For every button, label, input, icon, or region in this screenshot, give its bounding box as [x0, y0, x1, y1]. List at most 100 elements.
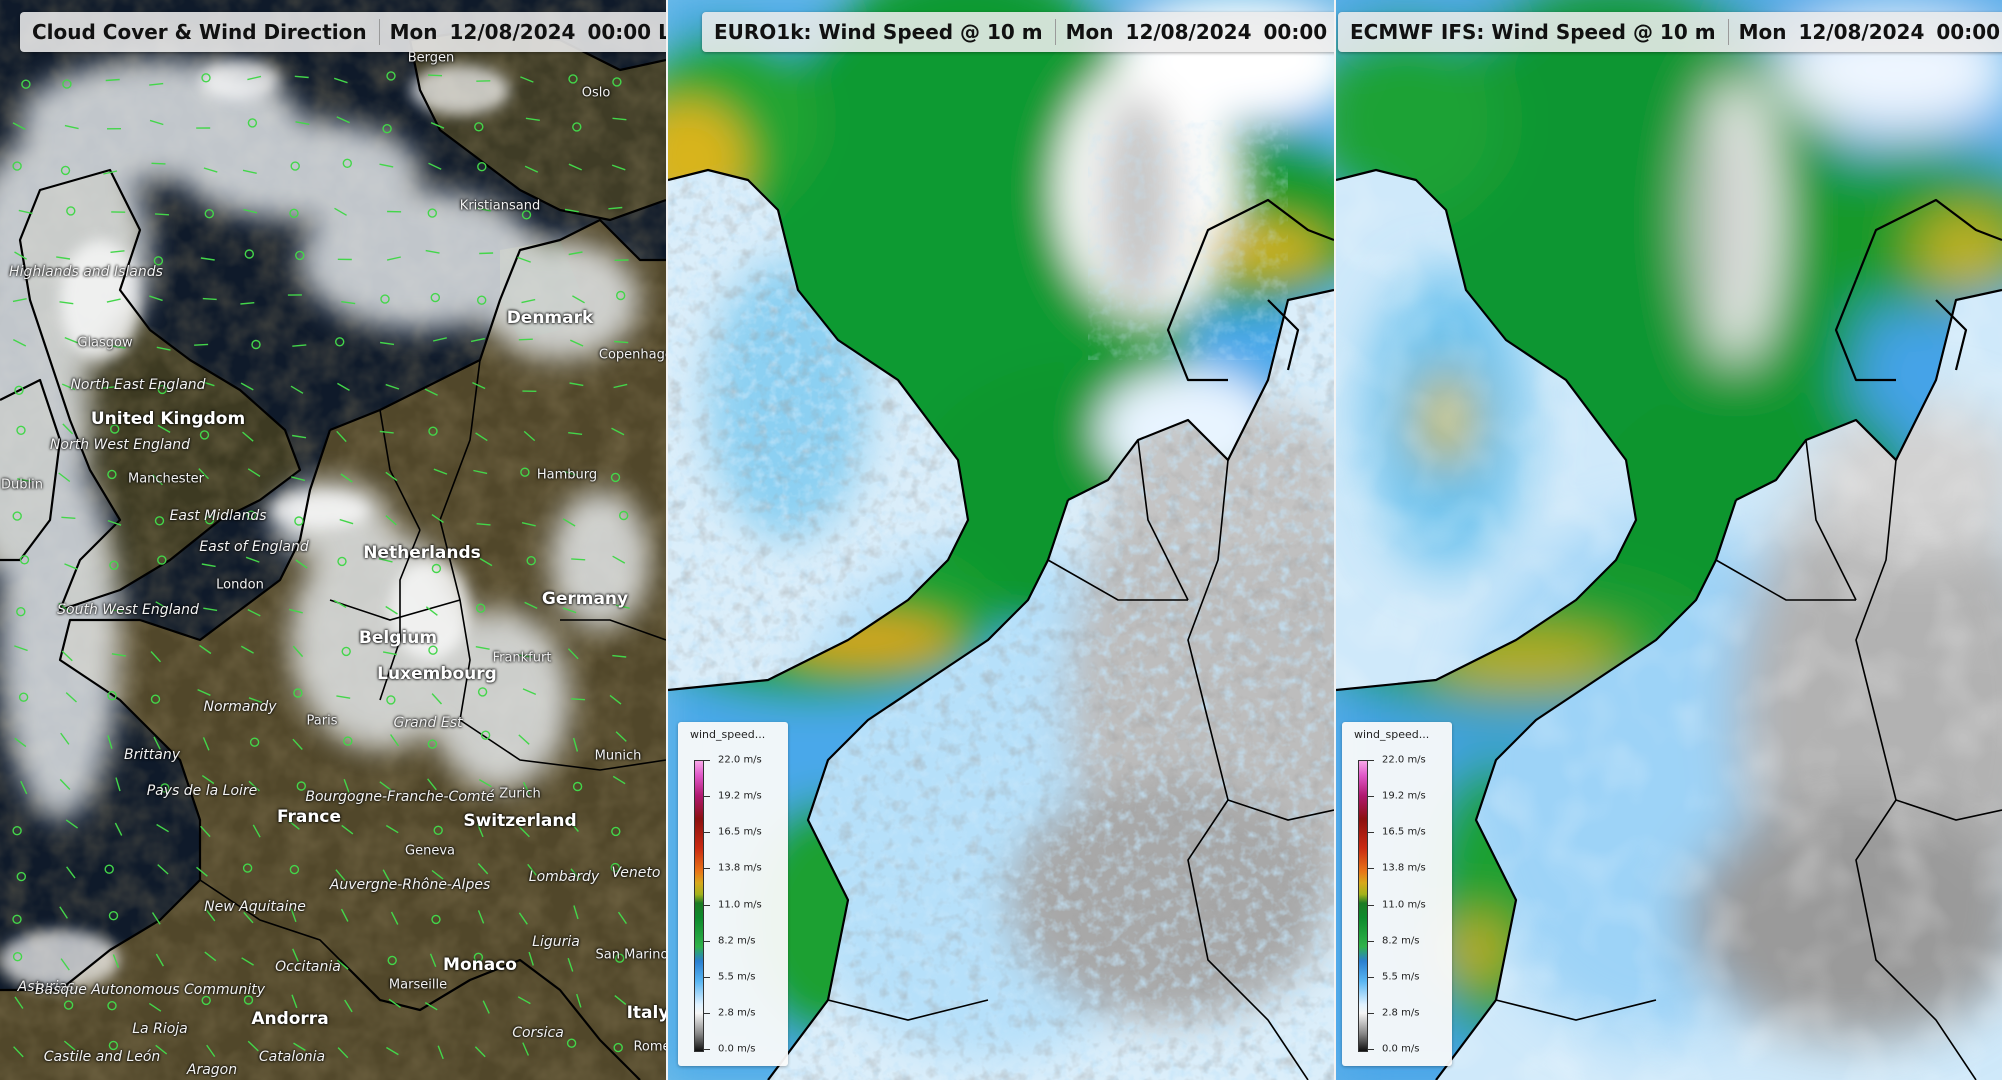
wind-arrow: [14, 996, 24, 1009]
panel-title: ECMWF IFS: Wind Speed @ 10 m: [1350, 20, 1716, 44]
wind-arrow: [482, 1000, 490, 1014]
legend-tick: [704, 760, 710, 761]
legend-title: wind_speed...: [690, 728, 766, 741]
wind-arrow: [56, 256, 71, 260]
wind-arrow: [525, 117, 540, 121]
cloud-cover-map[interactable]: [0, 0, 666, 1080]
calm-wind-marker: [343, 736, 353, 746]
wind-arrow: [336, 116, 350, 124]
calm-wind-marker: [16, 425, 26, 435]
wind-arrow: [60, 732, 70, 745]
calm-wind-marker: [107, 1001, 117, 1011]
legend-tick-label: 13.8 m/s: [1382, 862, 1426, 874]
wind-arrow: [150, 651, 162, 663]
wind-arrow: [612, 654, 627, 658]
legend-tick-label: 11.0 m/s: [718, 899, 762, 911]
calm-wind-marker: [566, 1038, 577, 1048]
wind-arrow: [527, 863, 537, 876]
title-separator: [1727, 19, 1729, 45]
wind-arrow: [199, 644, 212, 655]
wind-arrow: [194, 343, 209, 346]
wind-arrow: [203, 607, 218, 612]
label-city: Copenhagen: [598, 347, 666, 363]
wind-arrow: [295, 121, 310, 125]
wind-arrow: [58, 602, 71, 613]
wind-arrow: [109, 609, 124, 612]
euro1k-wind-panel[interactable]: wind_speed... 22.0 m/s 19.2 m/s 16.5 m/s…: [668, 0, 1334, 1080]
wind-arrow: [386, 256, 401, 261]
legend-tick-label: 19.2 m/s: [1382, 790, 1426, 802]
calm-wind-marker: [476, 603, 486, 613]
label-region: Occitania: [275, 959, 341, 975]
wind-arrow: [427, 778, 437, 791]
wind-arrow: [63, 1040, 76, 1051]
legend-tick: [1368, 1049, 1374, 1050]
wind-arrow: [518, 338, 533, 341]
panel-divider: [666, 0, 668, 1080]
legend-tick: [1368, 977, 1374, 978]
calm-wind-marker: [610, 862, 620, 873]
wind-arrow: [65, 819, 79, 829]
wind-arrow: [568, 432, 583, 435]
wind-arrow: [292, 344, 307, 347]
calm-wind-marker: [520, 467, 530, 477]
timestamp-day: Mon: [1065, 20, 1114, 44]
wind-arrow: [105, 78, 120, 82]
wind-arrow: [12, 122, 26, 131]
calm-wind-marker: [335, 337, 345, 347]
label-country: Italy: [626, 1003, 666, 1023]
wind-arrow: [148, 1002, 162, 1012]
legend-tick: [704, 832, 710, 833]
label-region: Liguria: [532, 934, 580, 950]
calm-wind-marker: [19, 555, 30, 565]
legend-tick-label: 16.5 m/s: [718, 826, 762, 838]
wind-arrow: [385, 471, 398, 482]
label-city: Kristiansand: [459, 198, 541, 214]
wind-arrow: [386, 1046, 399, 1056]
wind-arrow: [247, 1040, 259, 1052]
wind-arrow: [572, 737, 579, 752]
wind-arrow: [112, 954, 120, 968]
calm-wind-marker: [108, 1040, 119, 1051]
wind-arrow: [425, 249, 440, 254]
wind-arrow: [611, 427, 625, 436]
legend-tick: [704, 941, 710, 942]
wind-arrow: [335, 869, 346, 881]
legend-tick: [1368, 941, 1374, 942]
calm-wind-marker: [386, 695, 396, 705]
wind-arrow: [240, 302, 255, 305]
calm-wind-marker: [427, 208, 437, 218]
wind-arrow: [247, 75, 262, 81]
wind-arrow: [479, 557, 493, 567]
wind-arrow: [242, 431, 254, 442]
calm-wind-marker: [12, 161, 22, 171]
wind-arrow: [198, 468, 210, 480]
calm-wind-marker: [18, 692, 29, 702]
wind-arrow: [106, 298, 121, 303]
calm-wind-marker: [526, 556, 536, 566]
wind-arrow: [14, 645, 28, 652]
calm-wind-marker: [154, 516, 165, 526]
wind-arrow: [290, 908, 297, 923]
label-city: Dublin: [1, 477, 43, 493]
calm-wind-marker: [615, 953, 625, 963]
calm-wind-marker: [201, 995, 211, 1006]
cloud-cover-panel[interactable]: Highlands and Islands Glasgow North East…: [0, 0, 666, 1080]
legend-tick: [704, 905, 710, 906]
wind-arrow: [333, 599, 347, 609]
ecmwf-wind-panel[interactable]: wind_speed... 22.0 m/s 19.2 m/s 16.5 m/s…: [1336, 0, 2002, 1080]
wind-arrow: [472, 381, 486, 390]
timestamp-date: 12/08/2024: [1798, 20, 1925, 44]
wind-arrow: [379, 430, 394, 434]
calm-wind-marker: [243, 995, 254, 1005]
wind-arrow: [479, 252, 494, 255]
label-country: Germany: [541, 589, 629, 609]
wind-arrow: [157, 424, 171, 434]
legend-tick-label: 19.2 m/s: [718, 790, 762, 802]
calm-wind-marker: [619, 510, 629, 521]
calm-wind-marker: [610, 472, 621, 483]
calm-wind-marker: [480, 730, 491, 740]
label-region: Grand Est: [393, 715, 463, 731]
legend-tick: [704, 796, 710, 797]
timestamp-time: 00:00 Local: [587, 20, 666, 44]
